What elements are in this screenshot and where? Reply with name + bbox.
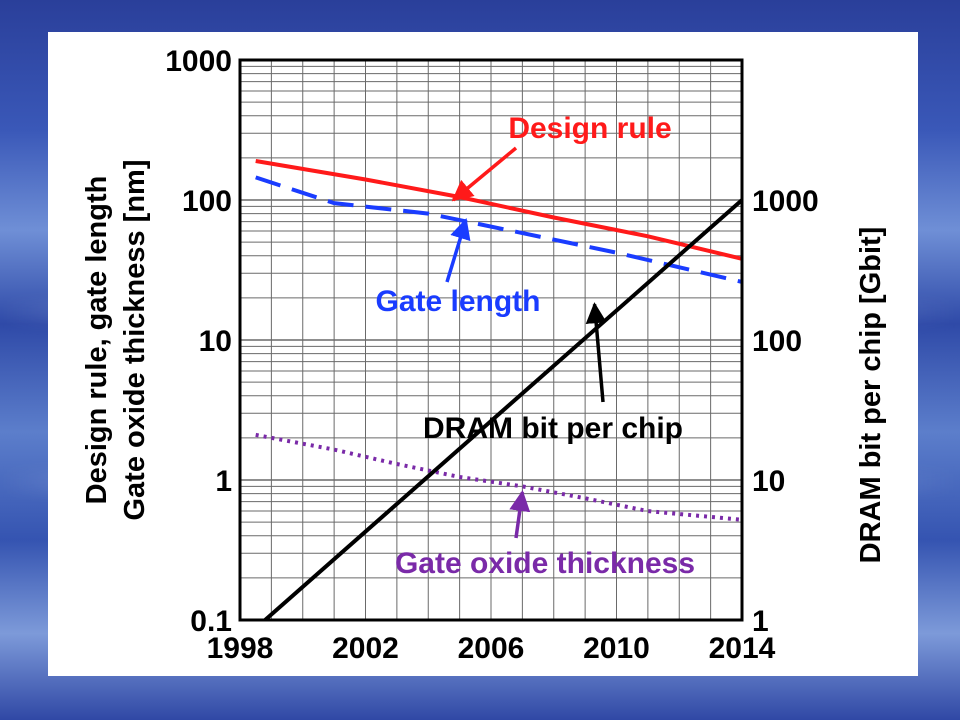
annotation-label-gate-length: Gate length [375,285,540,318]
grid-lines [240,60,742,620]
x-tick-label: 2014 [709,632,776,665]
x-tick-label: 2010 [583,632,650,665]
series-line-gate-length [255,175,743,284]
right-tick-label: 100 [752,325,802,358]
annotation-label-dram-bit-per-chip: DRAM bit per chip [423,412,683,445]
left-axis-label-line1: Design rule, gate length [81,176,113,505]
right-tick-label: 1000 [752,185,819,218]
annotation-label-gate-oxide-thickness: Gate oxide thickness [395,547,695,580]
x-tick-label: 2002 [332,632,399,665]
plot-frame [238,58,744,622]
right-tick-label: 1 [752,605,769,638]
annotation-arrow [445,217,471,283]
left-tick-label: 1 [215,465,232,498]
left-tick-label: 0.1 [190,605,232,638]
ticks-layer: 1998 2002 2006 2010 2014 1000 100 10 1 0.1 1000 100… [165,45,819,665]
annotation-arrow [585,302,607,403]
left-tick-label: 1000 [165,45,232,78]
left-axis-label-line2: Gate oxide thickness [nm] [119,160,151,521]
left-tick-label: 100 [182,185,232,218]
x-tick-label: 1998 [207,632,274,665]
series-layer [255,159,744,622]
x-tick-label: 2006 [458,632,525,665]
annotation-arrow [509,489,531,539]
annotation-label-design-rule: Design rule [508,112,671,145]
left-tick-label: 10 [199,325,232,358]
series-line-gate-oxide-thickness [255,432,743,522]
right-axis-label: DRAM bit per chip [Gbit] [855,227,887,564]
series-line-dram-bit-per-chip [263,198,744,622]
annotation-arrow [451,146,518,202]
series-line-design-rule [255,159,743,261]
right-tick-label: 10 [752,465,785,498]
annotation-layer: Design rule Gate length DRAM bit per chip G… [375,112,695,580]
